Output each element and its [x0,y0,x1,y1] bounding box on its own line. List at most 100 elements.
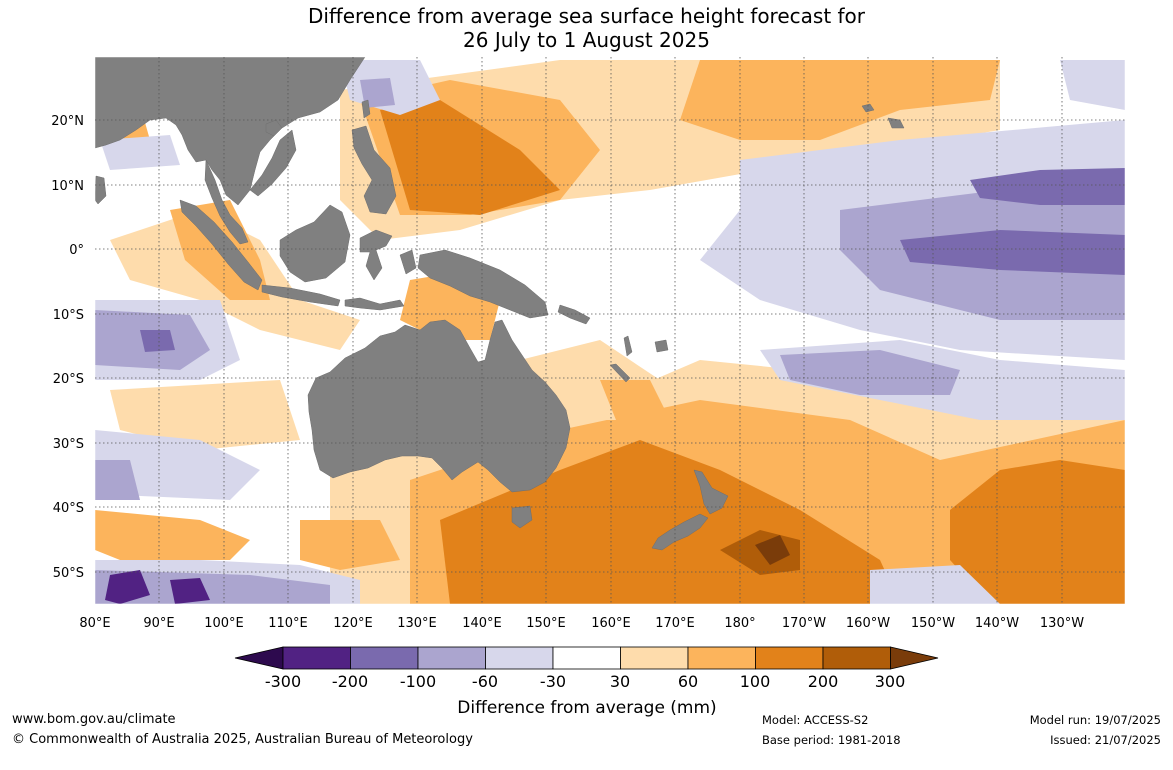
anomaly-patch [300,520,400,570]
lon-label: 120°E [333,616,373,631]
colorbar-tick-label: -100 [400,672,436,691]
anomaly-patch [970,168,1125,205]
java [261,284,341,307]
lon-label: 130°E [397,616,437,631]
latitude-labels: 20°N 10°N 0° 10°S 20°S 30°S 40°S 50°S [51,114,84,581]
new-guinea [417,249,549,319]
anomaly-patch [95,570,330,604]
colorbar-tick-label: 100 [740,672,771,691]
lesser-sunda-islands [344,297,405,311]
sumatra [179,199,263,291]
taiwan [361,99,371,119]
lon-label: 80°E [79,616,110,631]
new-caledonia [609,363,631,383]
moluccas [399,249,417,275]
sulawesi [359,229,393,281]
colorbar-tick-label: -60 [472,672,498,691]
indochina-coast [249,129,297,197]
colorbar-bin [620,646,689,670]
lon-label: 140°W [975,616,1019,631]
lat-label: 20°S [53,372,84,387]
colorbar-bin [687,646,756,670]
anomaly-patch [950,460,1125,604]
lon-label: 150°W [911,616,955,631]
footer-model-run: Model run: 19/07/2025 [1029,713,1161,727]
anomaly-patch [100,135,180,170]
colorbar-tick-label: 300 [875,672,906,691]
lon-label: 90°E [143,616,174,631]
lat-label: 0° [69,243,84,258]
colorbar-bin [350,646,419,670]
colorbar-tick-label: 200 [808,672,839,691]
lon-label: 130°W [1040,616,1084,631]
colorbar-tick-label: -30 [540,672,566,691]
colorbar-title: Difference from average (mm) [457,698,716,718]
colorbar-bin [755,646,824,670]
new-zealand-north-island [693,469,729,515]
anomaly-patch [755,535,790,565]
colorbar-tick-label: -200 [332,672,368,691]
title-line-1: Difference from average sea surface heig… [307,4,866,28]
land-masses [95,57,905,551]
asia-land [95,57,366,206]
chart-title: Difference from average sea surface heig… [0,4,1173,52]
malay-peninsula [204,159,249,245]
anomaly-patch [1060,60,1125,110]
anomaly-patch [780,350,960,395]
colorbar-tick-label: 30 [610,672,630,691]
lat-label: 40°S [53,501,84,516]
footer-copyright: © Commonwealth of Australia 2025, Austra… [12,732,473,747]
colorbar-tick-label: 60 [678,672,698,691]
colorbar [234,646,939,670]
solomon-islands [557,304,591,325]
colorbar-bin [552,646,621,670]
negative-anomaly-regions [95,60,1125,604]
lon-label: 100°E [204,616,244,631]
footer-model: Model: ACCESS-S2 [762,713,869,727]
anomaly-patch [360,78,395,108]
lon-label: 160°E [591,616,631,631]
footer-issued: Issued: 21/07/2025 [1050,733,1161,747]
australia [307,319,571,493]
hawaii [861,103,905,129]
lon-label: 160°W [846,616,890,631]
lat-label: 50°S [53,566,84,581]
colorbar-bin [282,646,351,670]
lon-label: 140°E [462,616,502,631]
anomaly-patch [380,100,560,215]
colorbar-bin [890,646,939,670]
fiji [654,339,669,353]
lon-label: 110°E [268,616,308,631]
lat-label: 10°S [53,308,84,323]
lon-label: 150°E [526,616,566,631]
colorbar-tick-label: -300 [265,672,301,691]
lon-label: 170°E [655,616,695,631]
longitude-labels: 80°E 90°E 100°E 110°E 120°E 130°E 140°E … [79,616,1084,631]
anomaly-patch [95,430,260,500]
tasmania [511,505,533,529]
colorbar-bin [234,646,284,670]
new-zealand-south-island [651,513,709,551]
anomaly-patch [870,565,1000,604]
lon-label: 170°W [782,616,826,631]
vanuatu [623,335,633,357]
anomaly-patch [140,330,175,352]
anomaly-patch [170,578,210,604]
colorbar-bin [485,646,554,670]
anomaly-patch [110,380,300,450]
map-panel [95,57,1125,604]
anomaly-patch [95,510,250,560]
anomaly-patch [105,570,150,604]
footer-base-period: Base period: 1981-2018 [762,733,901,747]
lon-label: 180° [724,616,755,631]
footer-url: www.bom.gov.au/climate [12,712,176,727]
map-gridlines [95,57,1125,604]
anomaly-patch [95,460,140,500]
hainan [265,119,283,137]
colorbar-tick-labels: -300 -200 -100 -60 -30 30 60 100 200 300 [265,672,905,691]
anomaly-patch [900,230,1125,275]
colorbar-bin [417,646,486,670]
title-line-2: 26 July to 1 August 2025 [463,28,710,52]
lat-label: 30°S [53,437,84,452]
